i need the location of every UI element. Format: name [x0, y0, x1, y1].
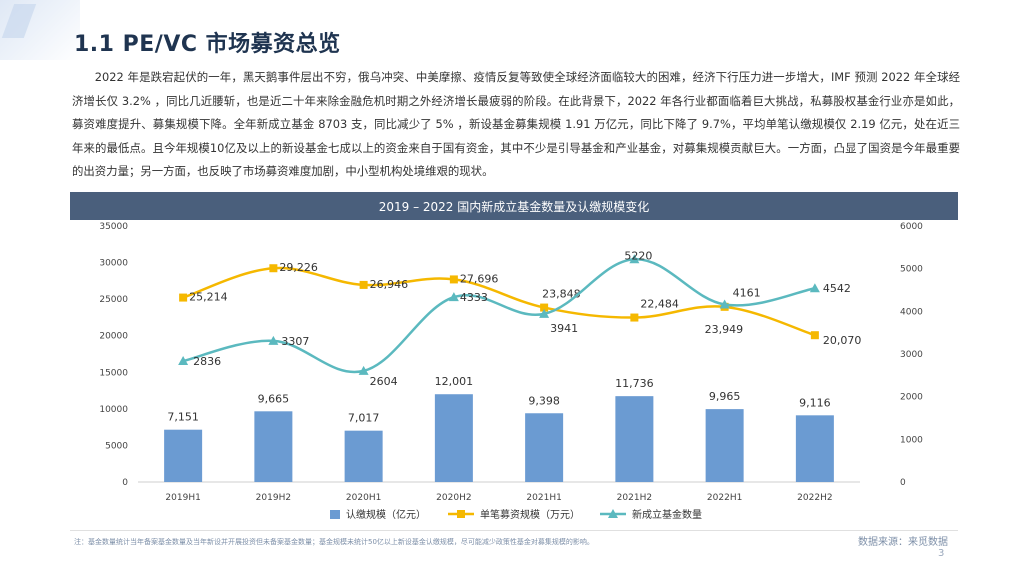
bar: [705, 409, 744, 482]
avg-size-point: [540, 303, 549, 312]
bar-data-label: 7,017: [348, 412, 380, 425]
fund-count-data-label: 4161: [733, 286, 761, 299]
avg-size-point: [810, 331, 819, 340]
fund-count-point: [719, 299, 730, 309]
legend-bar-swatch: [330, 510, 340, 519]
bar: [795, 415, 834, 482]
x-axis-tick-label: 2022H1: [707, 493, 742, 503]
bar-data-label: 12,001: [435, 375, 474, 388]
right-axis-tick-label: 4000: [900, 307, 923, 317]
right-axis-tick-label: 6000: [900, 222, 923, 232]
intro-paragraph: 2022 年是跌宕起伏的一年，黑天鹅事件层出不穷，俄乌冲突、中美摩擦、疫情反复等…: [72, 70, 960, 178]
avg-size-point: [179, 293, 188, 302]
bar-data-label: 7,151: [167, 411, 199, 424]
left-axis-tick-label: 0: [122, 478, 128, 488]
left-axis-tick-label: 35000: [99, 222, 128, 232]
x-axis-tick-label: 2019H1: [165, 493, 200, 503]
left-axis-tick-label: 25000: [99, 295, 128, 305]
data-source: 数据来源：来觅数据: [858, 537, 948, 548]
left-axis-tick-label: 20000: [99, 332, 128, 342]
series-line-fund-count: [182, 258, 816, 374]
avg-size-data-label: 26,946: [370, 278, 409, 291]
x-axis-tick-label: 2019H2: [256, 493, 291, 503]
fund-count-point: [178, 355, 189, 365]
x-axis-tick-label: 2020H1: [346, 493, 381, 503]
bar: [525, 413, 564, 482]
avg-size-data-label: 27,696: [460, 272, 499, 285]
bar: [434, 394, 473, 482]
bar-data-label: 9,665: [258, 392, 290, 405]
chart-title: 2019 – 2022 国内新成立基金数量及认缴规模变化: [70, 192, 958, 220]
avg-size-data-label: 23,848: [542, 288, 581, 301]
fund-count-data-label: 3941: [550, 322, 578, 335]
x-axis-tick-label: 2021H2: [617, 493, 652, 503]
bar-data-label: 9,398: [528, 394, 560, 407]
avg-size-data-label: 29,226: [279, 261, 318, 274]
fund-count-point: [448, 292, 459, 302]
avg-size-point: [359, 280, 368, 289]
avg-size-data-label: 23,949: [705, 323, 744, 336]
combo-chart: 0 5000 10000 15000 20000 25000 30000 35000 0 1000…: [99, 222, 923, 521]
legend-count-label: 新成立基金数量: [632, 508, 702, 521]
chart-card: 0 5000 10000 15000 20000 25000 30000 35000 0 1000…: [70, 192, 958, 531]
fund-count-point: [268, 335, 279, 345]
fund-count-data-label: 4333: [460, 291, 488, 304]
page-number: 3: [938, 548, 945, 559]
fund-count-point: [358, 365, 369, 375]
fund-count-data-label: 2604: [370, 375, 398, 388]
bar: [615, 396, 654, 482]
right-axis-tick-label: 0: [900, 478, 906, 488]
bar: [344, 430, 383, 482]
fund-count-point: [539, 308, 550, 318]
legend-avg-marker: [457, 510, 465, 518]
left-axis-tick-label: 30000: [99, 259, 128, 269]
x-axis-tick-label: 2022H2: [797, 493, 832, 503]
x-axis-tick-label: 2020H2: [436, 493, 471, 503]
right-axis-tick-label: 1000: [900, 435, 923, 445]
left-axis-tick-label: 5000: [105, 441, 128, 451]
bar: [254, 411, 293, 482]
x-axis-tick-label: 2021H1: [526, 493, 561, 503]
page-title: 1.1 PE/VC 市场募资总览: [74, 32, 341, 57]
avg-size-point: [630, 313, 639, 322]
bar: [164, 429, 203, 482]
right-axis-tick-label: 3000: [900, 350, 923, 360]
legend-count-marker: [608, 509, 618, 518]
avg-size-point: [269, 264, 278, 273]
fund-count-data-label: 2836: [193, 355, 221, 368]
fund-count-data-label: 5220: [624, 249, 652, 262]
bar-data-label: 11,736: [615, 377, 654, 390]
fund-count-point: [629, 254, 640, 264]
avg-size-data-label: 22,484: [640, 298, 679, 311]
legend-avg-label: 单笔募资规模（万元）: [480, 508, 580, 521]
avg-size-data-label: 25,214: [189, 291, 228, 304]
avg-size-data-label: 20,070: [823, 334, 862, 347]
fund-count-point: [809, 283, 820, 293]
series-line-avg-size: [182, 266, 816, 337]
left-axis-tick-label: 10000: [99, 405, 128, 415]
left-axis-tick-label: 15000: [99, 368, 128, 378]
avg-size-point: [449, 275, 458, 284]
bar-data-label: 9,116: [799, 396, 831, 409]
right-axis-tick-label: 5000: [900, 265, 923, 275]
bar-data-label: 9,965: [709, 390, 741, 403]
right-axis-tick-label: 2000: [900, 393, 923, 403]
fund-count-data-label: 4542: [823, 282, 851, 295]
footnote: 注：基金数量统计当年备案基金数量及当年新设并开展投资但未备案基金数量；基金规模未…: [74, 538, 594, 546]
legend-bar-label: 认缴规模（亿元）: [346, 508, 426, 521]
fund-count-data-label: 3307: [281, 335, 309, 348]
